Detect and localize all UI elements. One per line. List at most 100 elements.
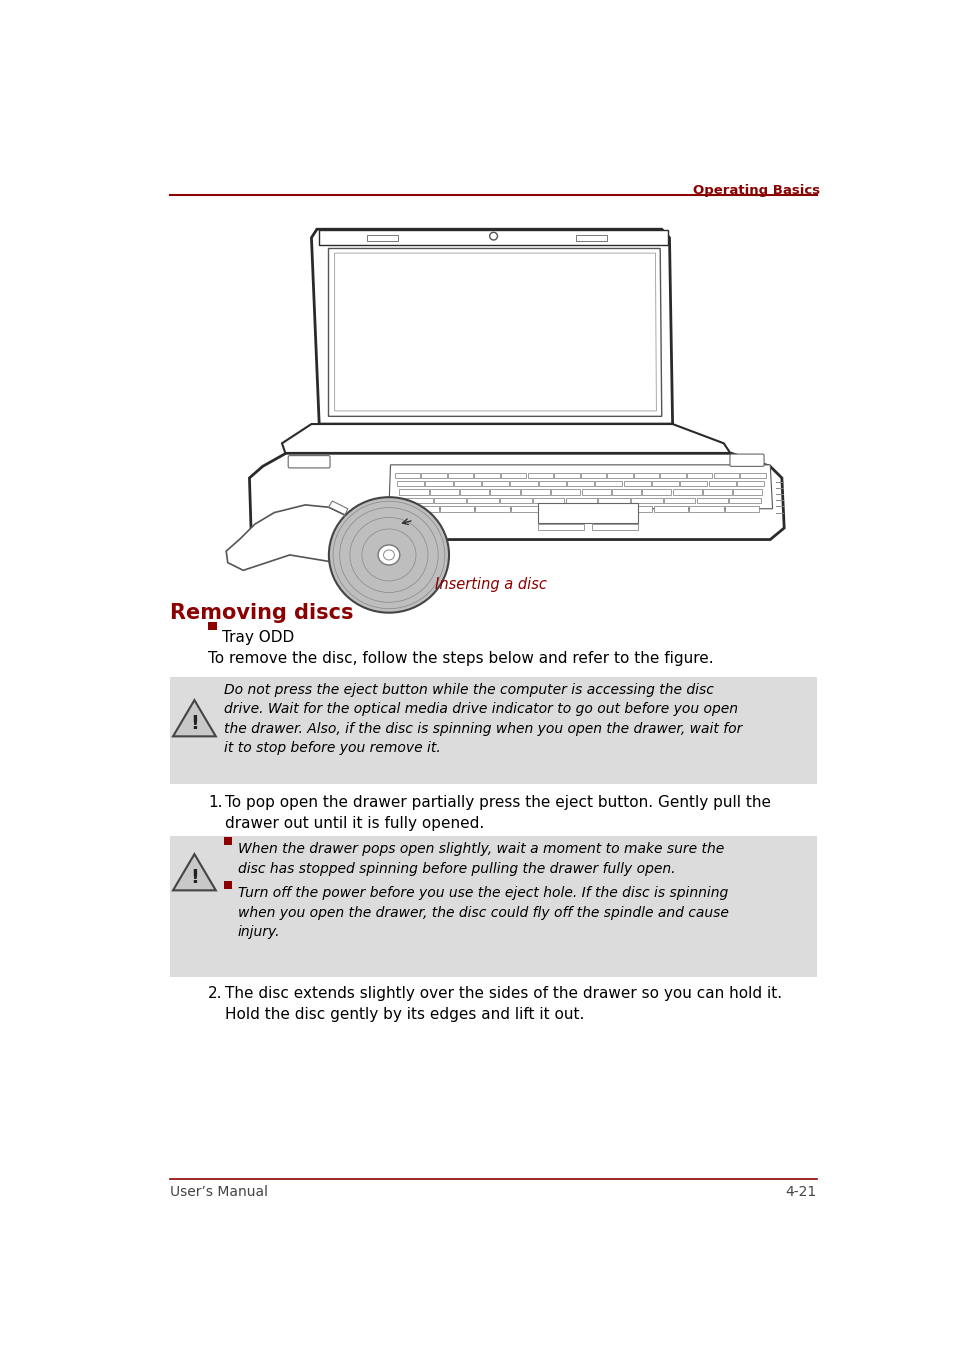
Polygon shape — [335, 253, 656, 411]
Bar — [395, 473, 419, 479]
Bar — [688, 507, 723, 512]
Bar — [467, 498, 498, 503]
Text: Inserting a disc: Inserting a disc — [435, 576, 547, 592]
Bar — [448, 473, 473, 479]
Bar — [724, 507, 759, 512]
Text: !: ! — [190, 714, 198, 733]
Polygon shape — [226, 504, 367, 571]
Bar — [633, 473, 659, 479]
Bar — [538, 481, 565, 487]
Bar — [713, 473, 739, 479]
Bar — [696, 498, 727, 503]
Ellipse shape — [383, 550, 394, 560]
Text: !: ! — [190, 868, 198, 887]
Bar — [581, 489, 610, 495]
Bar — [595, 481, 621, 487]
Bar — [170, 676, 816, 784]
Bar — [475, 507, 509, 512]
Bar — [404, 507, 438, 512]
Ellipse shape — [329, 498, 449, 612]
Text: The disc extends slightly over the sides of the drawer so you can hold it.
Hold : The disc extends slightly over the sides… — [225, 986, 781, 1022]
Bar — [499, 498, 531, 503]
Polygon shape — [319, 230, 667, 246]
Polygon shape — [389, 465, 772, 508]
Bar — [607, 473, 632, 479]
Bar — [592, 525, 638, 530]
Bar — [421, 473, 446, 479]
Polygon shape — [311, 230, 672, 425]
Polygon shape — [172, 700, 215, 737]
Bar — [459, 489, 489, 495]
Bar — [170, 836, 816, 977]
Bar — [490, 489, 519, 495]
Bar — [224, 880, 233, 890]
Text: To remove the disc, follow the steps below and refer to the figure.: To remove the disc, follow the steps bel… — [208, 652, 713, 667]
Bar — [554, 473, 579, 479]
Bar — [565, 498, 597, 503]
Bar — [581, 507, 617, 512]
Bar — [729, 498, 760, 503]
Bar — [520, 489, 550, 495]
Bar — [618, 507, 652, 512]
Bar — [537, 503, 638, 523]
Bar — [546, 507, 580, 512]
Text: Turn off the power before you use the eject hole. If the disc is spinning
when y: Turn off the power before you use the ej… — [237, 886, 728, 940]
Bar — [367, 235, 397, 241]
Bar — [630, 498, 662, 503]
Bar — [740, 473, 765, 479]
Bar — [580, 473, 605, 479]
Bar — [429, 489, 458, 495]
Text: Operating Basics: Operating Basics — [693, 184, 820, 197]
Text: To pop open the drawer partially press the eject button. Gently pull the
drawer : To pop open the drawer partially press t… — [225, 795, 771, 831]
Bar — [500, 473, 526, 479]
Polygon shape — [282, 425, 731, 454]
Polygon shape — [249, 453, 783, 539]
Text: Do not press the eject button while the computer is accessing the disc
drive. Wa: Do not press the eject button while the … — [224, 683, 741, 756]
Bar — [551, 489, 579, 495]
Bar — [401, 498, 433, 503]
Text: Tray ODD: Tray ODD — [222, 630, 294, 645]
Bar — [537, 525, 583, 530]
Text: When the drawer pops open slightly, wait a moment to make sure the
disc has stop: When the drawer pops open slightly, wait… — [237, 842, 723, 876]
Polygon shape — [328, 249, 661, 416]
Bar — [672, 489, 701, 495]
Text: User’s Manual: User’s Manual — [170, 1184, 268, 1199]
Bar — [702, 489, 731, 495]
Bar — [532, 498, 564, 503]
Bar — [511, 507, 545, 512]
Bar — [399, 489, 428, 495]
Bar — [527, 473, 553, 479]
Bar — [576, 235, 607, 241]
Bar — [641, 489, 671, 495]
Circle shape — [489, 233, 497, 241]
Polygon shape — [172, 854, 215, 891]
Bar — [686, 473, 712, 479]
Text: 1.: 1. — [208, 795, 223, 810]
Bar — [474, 473, 499, 479]
Bar — [611, 489, 640, 495]
Text: Removing discs: Removing discs — [170, 603, 353, 623]
Bar — [566, 481, 594, 487]
Text: 2.: 2. — [208, 986, 223, 1000]
Bar — [434, 498, 466, 503]
Bar — [653, 507, 687, 512]
Text: 4-21: 4-21 — [784, 1184, 816, 1199]
Bar — [736, 481, 763, 487]
Bar — [623, 481, 650, 487]
Bar — [425, 481, 452, 487]
Bar — [733, 489, 761, 495]
Bar — [659, 473, 685, 479]
FancyBboxPatch shape — [729, 454, 763, 466]
Bar — [224, 837, 233, 845]
Bar — [663, 498, 695, 503]
Bar — [679, 481, 707, 487]
Bar — [396, 481, 424, 487]
Bar — [708, 481, 735, 487]
Bar — [481, 481, 509, 487]
Bar — [208, 622, 216, 630]
Bar — [510, 481, 537, 487]
Bar — [439, 507, 474, 512]
Ellipse shape — [377, 545, 399, 565]
Bar — [454, 481, 480, 487]
FancyBboxPatch shape — [288, 456, 330, 468]
